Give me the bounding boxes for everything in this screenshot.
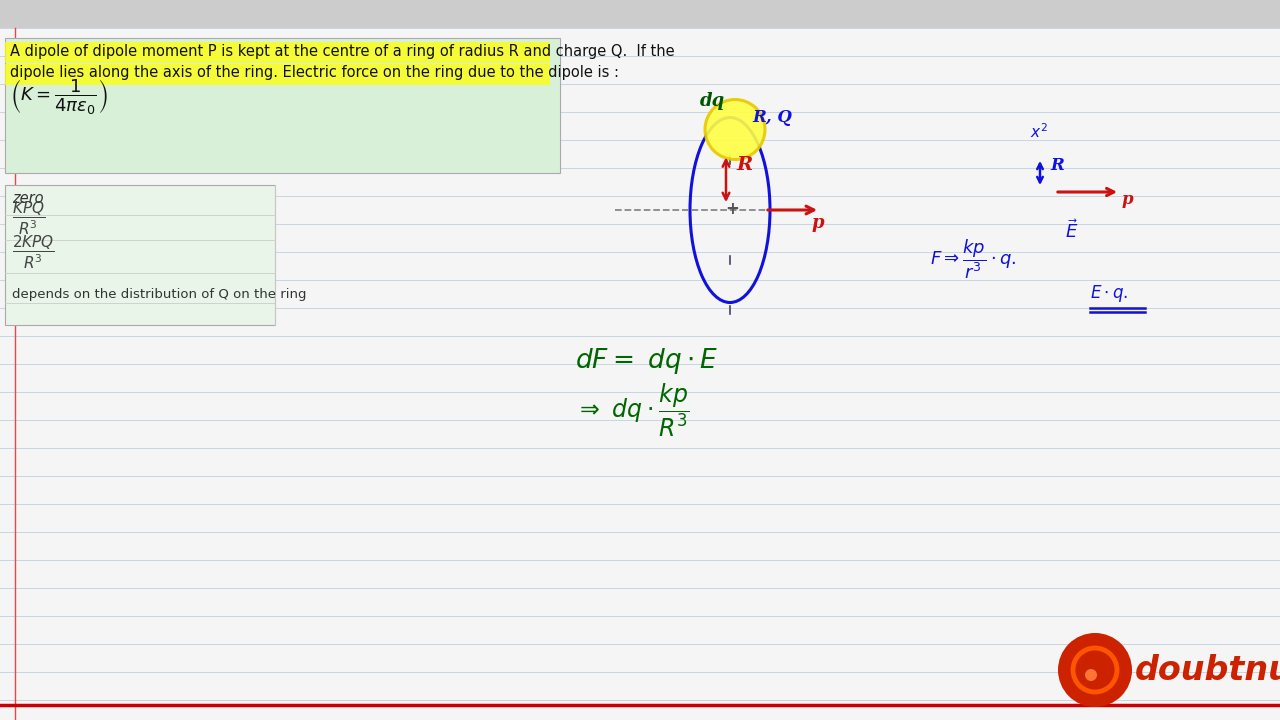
Circle shape bbox=[705, 99, 765, 160]
Text: zero: zero bbox=[12, 191, 44, 206]
Text: p: p bbox=[1123, 191, 1134, 208]
Bar bbox=[5, 64, 550, 85]
Text: p: p bbox=[812, 214, 824, 232]
Text: A dipole of dipole moment P is kept at the centre of a ring of radius R and char: A dipole of dipole moment P is kept at t… bbox=[10, 44, 675, 59]
Text: R: R bbox=[1050, 157, 1064, 174]
Text: $F \Rightarrow \dfrac{kp}{r^3} \cdot q.$: $F \Rightarrow \dfrac{kp}{r^3} \cdot q.$ bbox=[931, 238, 1016, 281]
Text: doubtnut: doubtnut bbox=[1135, 654, 1280, 687]
Text: R, Q: R, Q bbox=[753, 109, 792, 127]
Text: +: + bbox=[724, 200, 739, 218]
Text: $\vec{E}$: $\vec{E}$ bbox=[1065, 219, 1078, 242]
Bar bbox=[0, 0, 1280, 28]
Text: $\Rightarrow \ dq \cdot \dfrac{kp}{R^3}$: $\Rightarrow \ dq \cdot \dfrac{kp}{R^3}$ bbox=[575, 382, 690, 439]
Text: $dF = \ dq \cdot E$: $dF = \ dq \cdot E$ bbox=[575, 346, 718, 376]
Circle shape bbox=[1085, 669, 1097, 681]
Bar bbox=[5, 42, 550, 63]
Text: dq: dq bbox=[700, 91, 726, 109]
Circle shape bbox=[1073, 648, 1117, 692]
Text: $\dfrac{2KPQ}{R^3}$: $\dfrac{2KPQ}{R^3}$ bbox=[12, 233, 55, 271]
Text: $E \cdot q.$: $E \cdot q.$ bbox=[1091, 283, 1128, 304]
Text: dipole lies along the axis of the ring. Electric force on the ring due to the di: dipole lies along the axis of the ring. … bbox=[10, 65, 620, 80]
Circle shape bbox=[1059, 633, 1132, 707]
Text: $\dfrac{KPQ}{R^3}$: $\dfrac{KPQ}{R^3}$ bbox=[12, 199, 45, 237]
Text: $\left(K = \dfrac{1}{4\pi\varepsilon_0}\right)$: $\left(K = \dfrac{1}{4\pi\varepsilon_0}\… bbox=[10, 77, 108, 116]
Bar bbox=[5, 38, 561, 173]
Text: R: R bbox=[736, 156, 753, 174]
Text: $x^{2}$: $x^{2}$ bbox=[1030, 122, 1048, 141]
Text: depends on the distribution of Q on the ring: depends on the distribution of Q on the … bbox=[12, 288, 306, 301]
Bar bbox=[5, 185, 275, 325]
